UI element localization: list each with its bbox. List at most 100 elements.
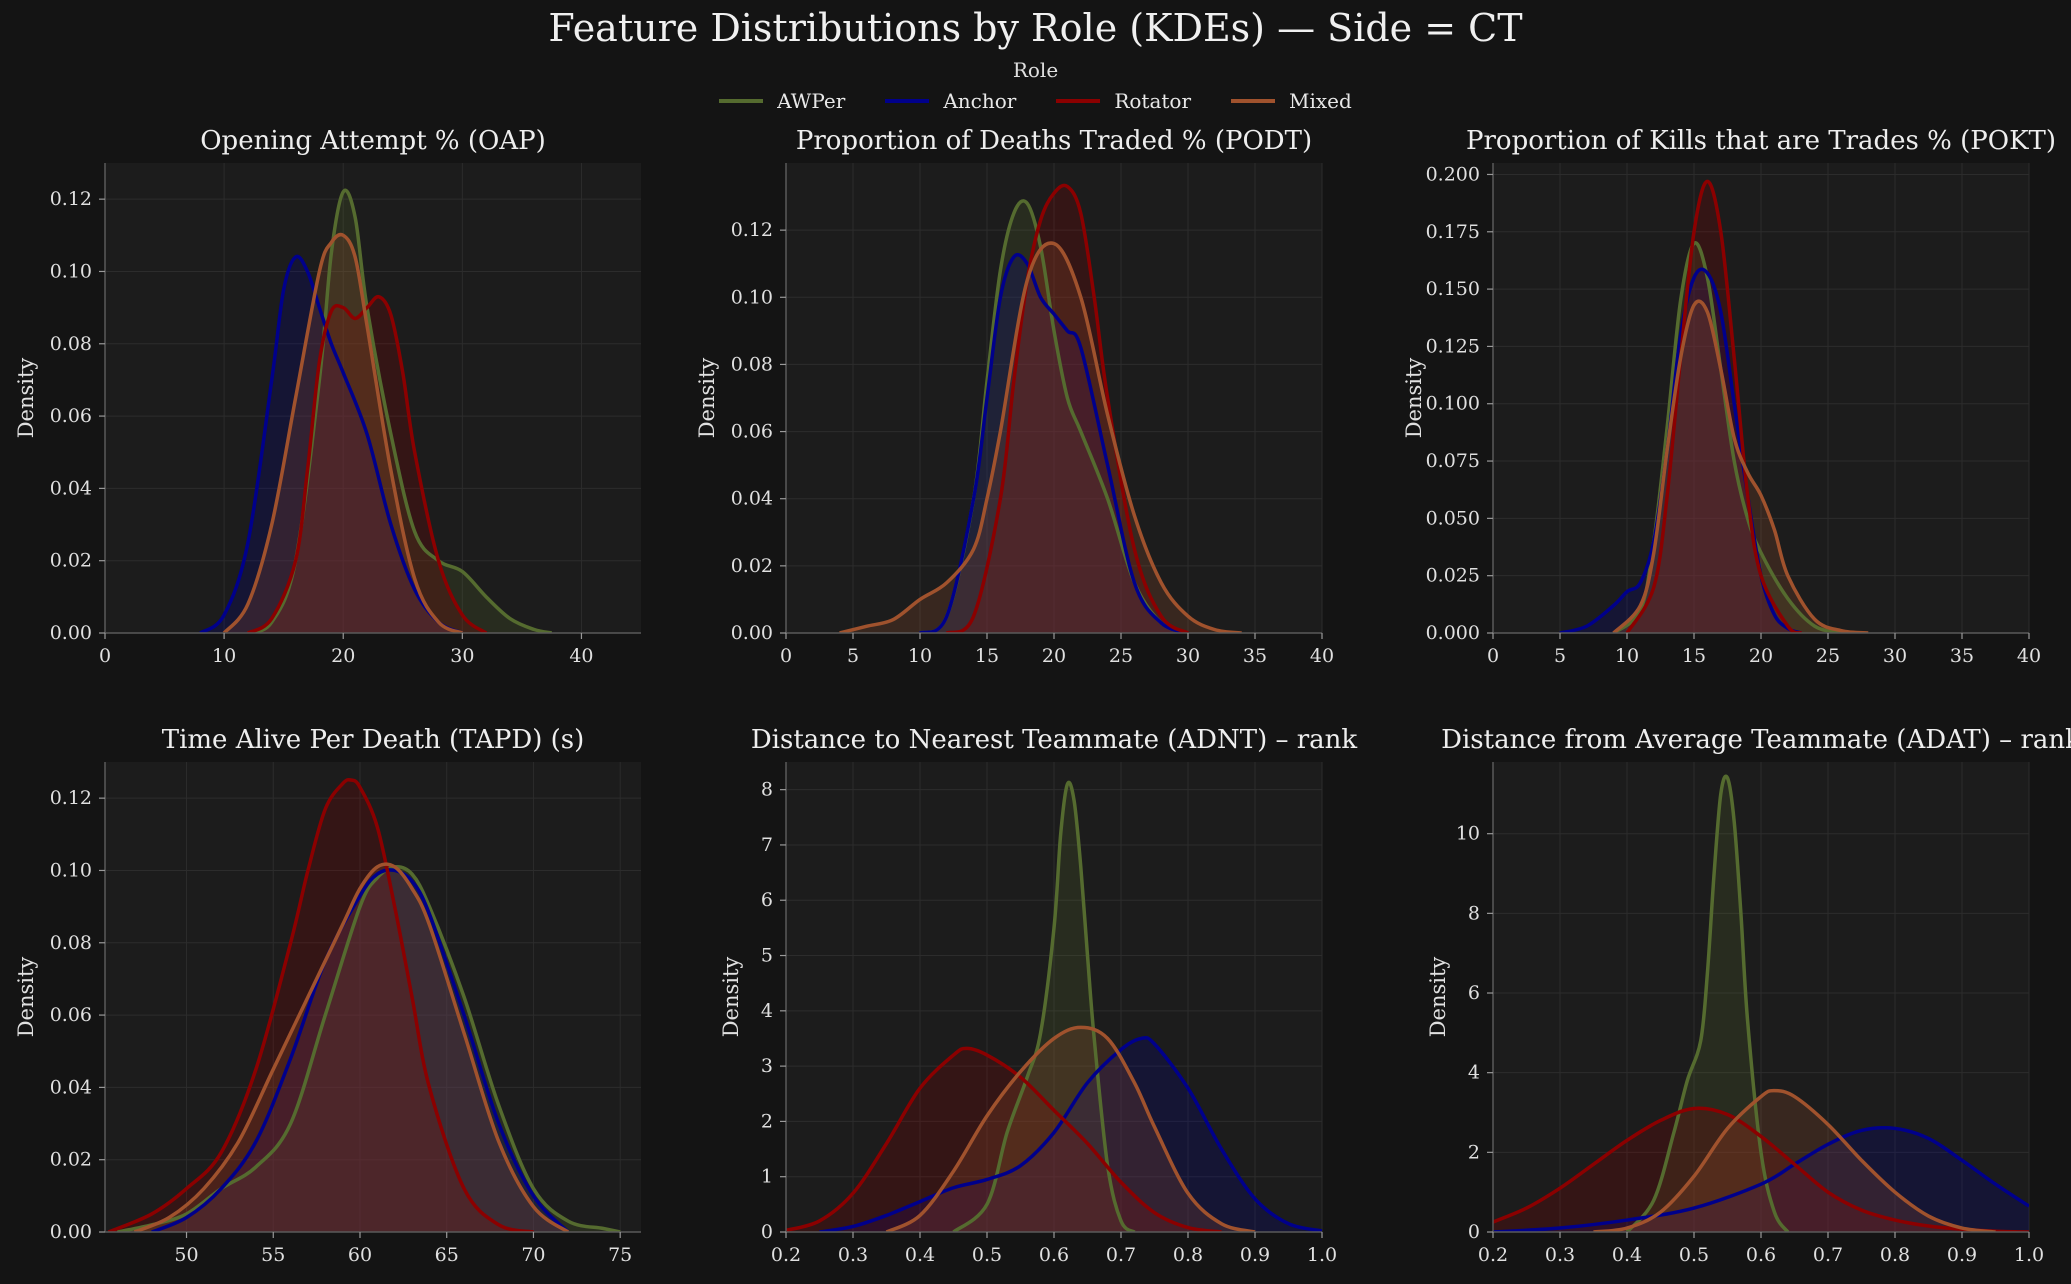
y-tick-label: 0.06 [731,421,773,443]
kde-fill-anchor [1560,269,1802,633]
series-group [786,780,1322,1232]
kde-fill-anchor [200,256,463,633]
y-tick-label: 0 [761,1221,773,1243]
x-tick-label: 10 [212,645,236,667]
legend: Role AWPer Anchor Rotator Mixed [0,58,2071,113]
x-tick-label: 30 [450,645,474,667]
x-tick-label: 40 [2017,645,2041,667]
x-tick-label: 0.7 [1813,1244,1843,1266]
kde-line-anchor [199,254,464,633]
kde-fill-anchor [1493,1127,2029,1232]
x-tick-label: 25 [1109,645,1133,667]
legend-swatch [719,99,764,103]
y-tick-label: 8 [1468,902,1480,924]
legend-swatch [1231,99,1276,103]
x-tick-label: 40 [569,645,593,667]
y-tick-label: 0.04 [50,1076,92,1098]
x-tick-label: 75 [608,1244,632,1266]
x-tick-label: 20 [331,645,355,667]
y-tick-label: 0.06 [50,1004,92,1026]
legend-swatch [885,99,930,103]
subplot-4: 50 55 60 65 70 75 0.00 0.02 0.04 0.06 0.08 0.10 0.12… [14,725,641,1266]
x-tick-label: 0.3 [1545,1244,1575,1266]
x-tick-label: 50 [174,1244,198,1266]
x-tick-label: 0.5 [1679,1244,1709,1266]
legend-item-rotator: Rotator [1056,89,1191,113]
kde-line-mixed [1612,299,1869,633]
kde-fill-awper [247,190,552,633]
x-tick-label: 0 [1487,645,1499,667]
y-tick-label: 0.100 [1426,393,1480,415]
x-tick-label: 0.6 [1039,1244,1069,1266]
x-tick-label: 25 [1816,645,1840,667]
series-group [1493,774,2029,1232]
y-tick-label: 4 [1468,1062,1480,1084]
x-tick-label: 35 [1950,645,1974,667]
y-tick-label: 0.08 [50,932,92,954]
kde-fill-awper [953,782,1135,1232]
y-tick-label: 0 [1468,1221,1480,1243]
x-tick-label: 10 [908,645,932,667]
kde-line-anchor [151,868,570,1232]
x-tick-label: 5 [847,645,859,667]
series-group [199,188,553,633]
kde-fill-mixed [134,864,569,1232]
x-tick-label: 5 [1554,645,1566,667]
plot-area [105,163,641,633]
y-tick-label: 0.050 [1426,507,1480,529]
x-tick-label: 15 [975,645,999,667]
x-tick-label: 0.4 [1612,1244,1642,1266]
y-tick-label: 0.12 [731,219,773,241]
y-tick-label: 0.06 [50,405,92,427]
kde-line-mixed [1593,1088,1996,1232]
y-tick-label: 1 [761,1166,773,1188]
y-tick-label: 4 [761,1000,773,1022]
kde-line-rotator [1625,179,1802,633]
kde-fill-awper [1613,242,1842,633]
x-tick-label: 15 [1682,645,1706,667]
series-group [107,777,621,1232]
y-tick-label: 0.08 [731,353,773,375]
kde-line-mixed [133,862,570,1232]
y-tick-label: 0.125 [1426,335,1480,357]
kde-line-rotator [247,294,488,633]
kde-line-rotator [1493,1106,2029,1232]
x-tick-label: 1.0 [2014,1244,2044,1266]
x-tick-label: 0.7 [1106,1244,1136,1266]
y-tick-label: 0.10 [50,859,92,881]
kde-fill-rotator [108,779,534,1232]
legend-item-awper: AWPer [719,89,845,113]
y-axis-label: Density [14,358,38,439]
x-tick-label: 0 [780,645,792,667]
kde-fill-rotator [1493,1108,2029,1232]
kde-fill-rotator [1627,181,1802,633]
x-tick-label: 0.9 [1240,1244,1270,1266]
kde-line-mixed [222,232,464,633]
kde-line-rotator [107,777,534,1232]
kde-line-anchor [819,1035,1322,1232]
y-tick-label: 0.175 [1426,221,1480,243]
x-tick-label: 0.8 [1880,1244,1910,1266]
series-group [1559,179,1869,633]
kde-line-rotator [786,1046,1222,1232]
kde-fill-anchor [819,1037,1322,1232]
series-group [839,183,1242,633]
subplot-6: 0.2 0.3 0.4 0.5 0.6 0.7 0.8 0.9 1.0 0 2 4 6 8 10 Distan… [1426,725,2071,1266]
legend-item-mixed: Mixed [1231,89,1352,113]
y-tick-label: 3 [761,1055,773,1077]
x-tick-label: 0.6 [1746,1244,1776,1266]
y-axis-label: Density [1426,957,1450,1038]
y-tick-label: 10 [1456,823,1480,845]
y-tick-label: 2 [1468,1141,1480,1163]
subplot-5: 0.2 0.3 0.4 0.5 0.6 0.7 0.8 0.9 1.0 0 1 2 3 4 5 6 7 8 Dist… [719,725,1357,1266]
y-tick-label: 6 [761,889,773,911]
x-tick-label: 20 [1042,645,1066,667]
subplot-title: Opening Attempt % (OAP) [200,126,546,156]
x-tick-label: 0.5 [972,1244,1002,1266]
x-tick-label: 10 [1615,645,1639,667]
x-tick-label: 0.2 [771,1244,801,1266]
x-tick-label: 0.2 [1478,1244,1508,1266]
legend-swatch [1056,99,1101,103]
x-tick-label: 60 [348,1244,372,1266]
